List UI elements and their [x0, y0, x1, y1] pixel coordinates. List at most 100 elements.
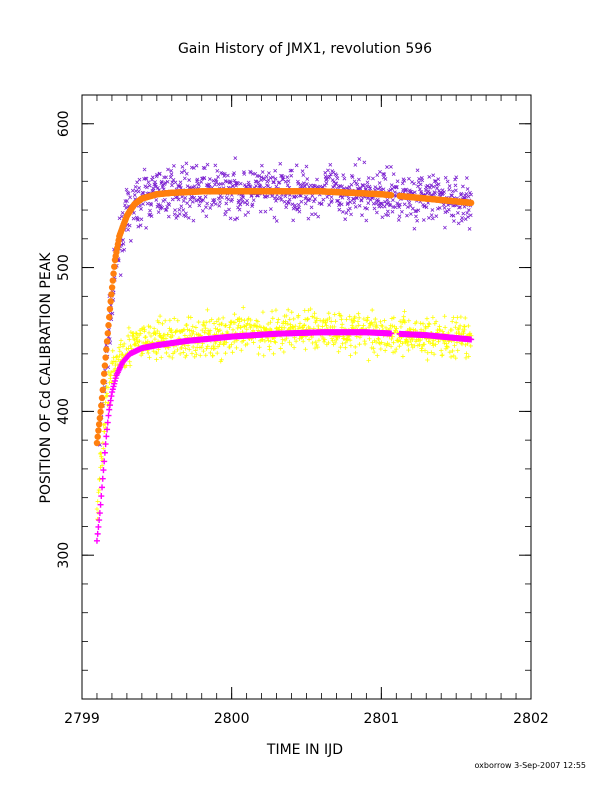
data-point — [203, 320, 209, 325]
data-point — [332, 184, 337, 189]
data-point — [244, 327, 249, 332]
data-point — [177, 351, 183, 357]
data-point — [257, 345, 262, 350]
data-point — [407, 200, 412, 205]
data-point — [425, 357, 430, 363]
data-point — [342, 176, 347, 181]
data-point — [137, 338, 142, 344]
data-point — [355, 182, 360, 187]
data-point — [349, 212, 353, 217]
data-point — [207, 177, 212, 181]
data-point — [352, 314, 358, 320]
data-point — [256, 180, 261, 185]
data-point — [369, 307, 375, 313]
data-point — [430, 341, 435, 346]
data-point — [398, 202, 402, 207]
data-point — [170, 355, 175, 361]
data-point — [356, 323, 361, 328]
data-point — [418, 337, 423, 343]
data-point — [179, 204, 184, 209]
data-point — [286, 201, 291, 206]
data-point — [391, 198, 395, 202]
data-point — [361, 323, 366, 328]
data-point — [379, 340, 384, 345]
data-point — [297, 324, 302, 330]
data-point — [219, 321, 225, 327]
data-point — [436, 206, 440, 211]
data-point — [375, 353, 380, 358]
data-point — [466, 323, 471, 329]
data-point — [254, 183, 258, 188]
data-point — [123, 363, 129, 368]
data-point — [326, 310, 331, 316]
data-point — [219, 357, 224, 363]
data-point — [340, 195, 345, 200]
data-point — [118, 273, 123, 278]
data-point — [199, 179, 204, 184]
data-point — [126, 191, 131, 196]
fit-point — [110, 270, 117, 277]
data-point — [239, 317, 244, 322]
data-point — [235, 325, 240, 331]
data-point — [207, 328, 213, 333]
data-point — [466, 215, 470, 219]
fit-point — [108, 284, 116, 291]
data-point — [467, 331, 473, 336]
data-point — [260, 309, 266, 315]
data-point — [182, 168, 187, 173]
data-point — [445, 179, 450, 184]
data-point — [461, 211, 466, 216]
data-point — [337, 207, 342, 212]
data-point — [157, 313, 163, 319]
data-point — [325, 317, 330, 323]
data-point — [332, 340, 338, 346]
data-point — [308, 197, 312, 201]
data-point — [357, 157, 362, 161]
data-point — [117, 353, 122, 359]
data-point — [114, 354, 119, 360]
data-point — [117, 216, 122, 221]
data-point — [412, 343, 417, 349]
data-point — [400, 209, 404, 214]
data-point — [139, 207, 143, 211]
data-point — [433, 319, 439, 324]
fit-point — [101, 362, 109, 369]
data-point — [300, 169, 305, 174]
data-point — [395, 179, 400, 184]
data-point — [469, 192, 474, 197]
data-point — [141, 324, 147, 330]
data-point — [208, 206, 213, 210]
data-point — [204, 214, 209, 219]
data-point — [270, 316, 276, 321]
data-point — [181, 199, 186, 203]
data-point — [394, 326, 399, 331]
data-point — [224, 201, 229, 206]
data-point — [385, 197, 390, 202]
data-point — [442, 314, 447, 319]
data-point — [273, 307, 279, 313]
fit-point — [105, 412, 112, 419]
data-point — [422, 204, 427, 209]
data-point — [249, 170, 253, 175]
data-point — [145, 201, 150, 206]
data-point — [353, 344, 358, 350]
data-point — [152, 336, 158, 342]
data-point — [289, 173, 294, 178]
data-point — [225, 179, 229, 184]
data-point — [310, 193, 315, 198]
data-point — [269, 309, 275, 314]
data-point — [365, 196, 370, 201]
data-point — [320, 324, 325, 329]
fit-point — [110, 383, 117, 390]
data-point — [296, 181, 301, 186]
data-point — [189, 351, 195, 356]
data-point — [274, 219, 279, 223]
data-point — [431, 343, 436, 348]
data-point — [401, 314, 406, 319]
data-point — [395, 338, 401, 344]
data-point — [297, 209, 302, 214]
data-point — [144, 177, 149, 181]
data-point — [180, 194, 184, 199]
data-point — [436, 177, 441, 182]
data-point — [110, 348, 115, 354]
